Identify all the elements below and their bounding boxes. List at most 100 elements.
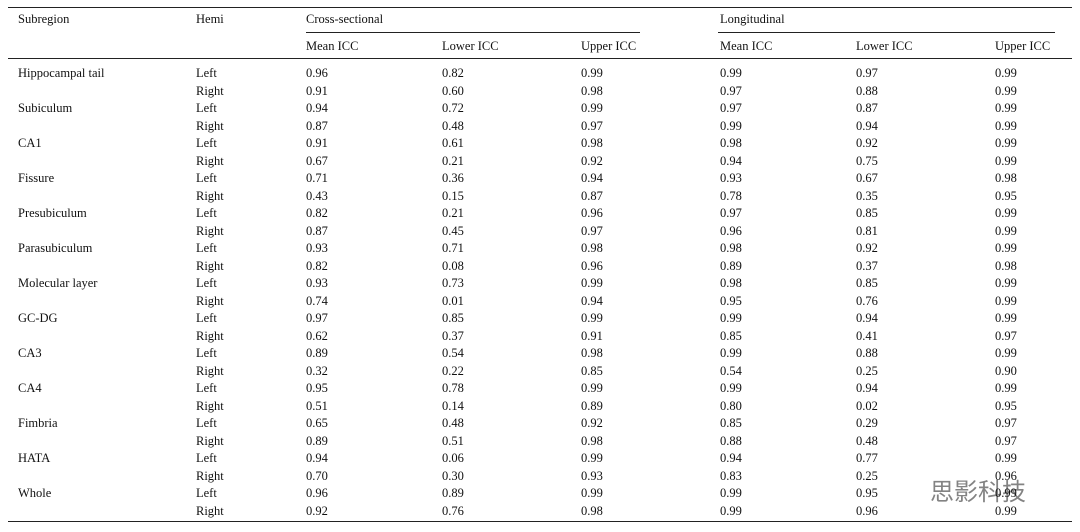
- value-cell: 0.88: [856, 346, 878, 360]
- value-cell: 0.99: [995, 83, 1017, 98]
- value-cell: 0.94: [720, 451, 742, 465]
- header-cell: Hemi: [196, 12, 224, 26]
- value-cell: 0.88: [720, 433, 742, 448]
- subregion-cell: GC-DG: [18, 311, 58, 325]
- value-cell: 0.99: [995, 311, 1017, 325]
- value-cell: 0.94: [856, 118, 878, 133]
- value-cell: 0.85: [720, 416, 742, 430]
- value-cell: 0.82: [306, 258, 328, 273]
- value-cell: 0.94: [581, 293, 603, 308]
- value-cell: 0.99: [995, 451, 1017, 465]
- value-cell: 0.99: [995, 241, 1017, 255]
- value-cell: 0.99: [581, 276, 603, 290]
- value-cell: 0.78: [442, 381, 464, 395]
- column-header: Mean ICC: [306, 39, 359, 53]
- subregion-cell: CA4: [18, 381, 42, 395]
- value-cell: 0.99: [995, 101, 1017, 115]
- value-cell: 0.99: [581, 486, 603, 500]
- value-cell: 0.99: [581, 311, 603, 325]
- value-cell: 0.82: [442, 66, 464, 80]
- hemi-cell: Left: [196, 66, 217, 80]
- value-cell: 0.97: [995, 416, 1017, 430]
- value-cell: 0.06: [442, 451, 464, 465]
- value-cell: 0.91: [581, 328, 603, 343]
- hemi-cell: Right: [196, 118, 224, 133]
- value-cell: 0.87: [306, 118, 328, 133]
- value-cell: 0.96: [720, 223, 742, 238]
- value-cell: 0.51: [306, 398, 328, 413]
- value-cell: 0.62: [306, 328, 328, 343]
- value-cell: 0.99: [581, 101, 603, 115]
- value-cell: 0.97: [720, 101, 742, 115]
- value-cell: 0.21: [442, 206, 464, 220]
- value-cell: 0.61: [442, 136, 464, 150]
- value-cell: 0.96: [581, 206, 603, 220]
- value-cell: 0.78: [720, 188, 742, 203]
- value-cell: 0.72: [442, 101, 464, 115]
- value-cell: 0.95: [720, 293, 742, 308]
- subregion-cell: CA1: [18, 136, 42, 150]
- hemi-cell: Right: [196, 293, 224, 308]
- value-cell: 0.92: [581, 153, 603, 168]
- value-cell: 0.87: [306, 223, 328, 238]
- top-rule: [8, 7, 1072, 8]
- value-cell: 0.97: [995, 433, 1017, 448]
- value-cell: 0.99: [995, 206, 1017, 220]
- subregion-cell: Subiculum: [18, 101, 73, 115]
- value-cell: 0.98: [581, 433, 603, 448]
- value-cell: 0.98: [995, 258, 1017, 273]
- bottom-rule: [8, 521, 1072, 522]
- value-cell: 0.97: [581, 118, 603, 133]
- value-cell: 0.98: [581, 83, 603, 98]
- value-cell: 0.97: [581, 223, 603, 238]
- subregion-cell: Presubiculum: [18, 206, 87, 220]
- hemi-cell: Left: [196, 136, 217, 150]
- value-cell: 0.60: [442, 83, 464, 98]
- hemi-cell: Right: [196, 223, 224, 238]
- hemi-cell: Left: [196, 451, 217, 465]
- hemi-cell: Right: [196, 188, 224, 203]
- group-rule: [718, 32, 1055, 33]
- value-cell: 0.94: [856, 381, 878, 395]
- value-cell: 0.36: [442, 171, 464, 185]
- hemi-cell: Right: [196, 153, 224, 168]
- hemi-cell: Left: [196, 486, 217, 500]
- value-cell: 0.83: [720, 468, 742, 483]
- value-cell: 0.99: [995, 223, 1017, 238]
- hemi-cell: Left: [196, 206, 217, 220]
- value-cell: 0.94: [581, 171, 603, 185]
- hemi-cell: Left: [196, 381, 217, 395]
- value-cell: 0.98: [720, 241, 742, 255]
- value-cell: 0.85: [442, 311, 464, 325]
- value-cell: 0.99: [720, 118, 742, 133]
- subregion-cell: Molecular layer: [18, 276, 98, 290]
- value-cell: 0.08: [442, 258, 464, 273]
- value-cell: 0.29: [856, 416, 878, 430]
- value-cell: 0.98: [995, 171, 1017, 185]
- value-cell: 0.98: [720, 136, 742, 150]
- value-cell: 0.89: [581, 398, 603, 413]
- value-cell: 0.87: [581, 188, 603, 203]
- value-cell: 0.89: [720, 258, 742, 273]
- value-cell: 0.88: [856, 83, 878, 98]
- value-cell: 0.32: [306, 363, 328, 378]
- value-cell: 0.95: [856, 486, 878, 500]
- group-header: Longitudinal: [720, 12, 785, 26]
- value-cell: 0.89: [442, 486, 464, 500]
- subregion-cell: Parasubiculum: [18, 241, 93, 255]
- subregion-cell: Fissure: [18, 171, 55, 185]
- value-cell: 0.99: [581, 66, 603, 80]
- value-cell: 0.99: [995, 66, 1017, 80]
- value-cell: 0.54: [442, 346, 464, 360]
- value-cell: 0.96: [306, 66, 328, 80]
- value-cell: 0.96: [856, 503, 878, 518]
- value-cell: 0.93: [581, 468, 603, 483]
- hemi-cell: Left: [196, 101, 217, 115]
- value-cell: 0.96: [306, 486, 328, 500]
- value-cell: 0.67: [856, 171, 878, 185]
- value-cell: 0.99: [995, 276, 1017, 290]
- hemi-cell: Left: [196, 416, 217, 430]
- value-cell: 0.99: [995, 346, 1017, 360]
- value-cell: 0.96: [995, 468, 1017, 483]
